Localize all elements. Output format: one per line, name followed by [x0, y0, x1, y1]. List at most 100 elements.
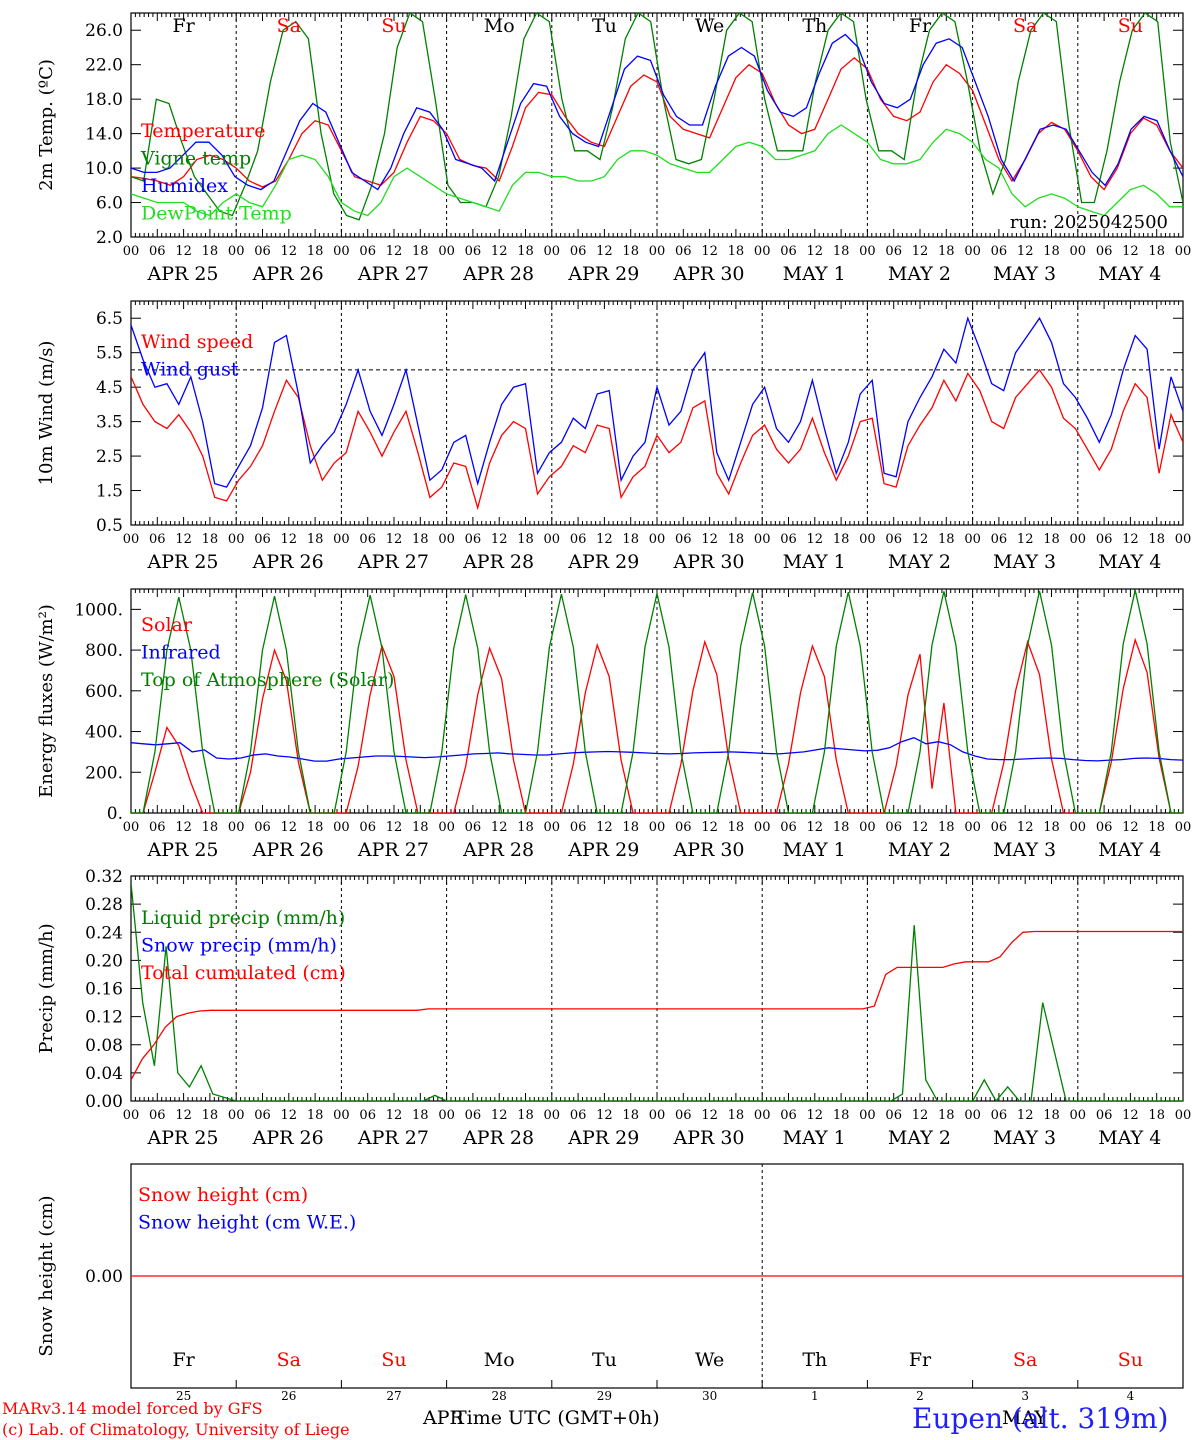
hour-tick-label: 00 — [544, 244, 561, 259]
hour-tick-label: 00 — [649, 1108, 666, 1123]
hour-tick-label: 18 — [938, 820, 955, 835]
wind-panel: 00 06 12 18 APR 25 00 06 12 18 APR 26 00 06 12 18 APR … — [36, 300, 1192, 573]
hour-tick-label: 00 — [1175, 1108, 1192, 1123]
hour-tick-label: 06 — [254, 244, 271, 259]
date-label: MAY 4 — [1098, 1127, 1161, 1149]
day-name-label: Sa — [1013, 15, 1037, 37]
legend-entry: Solar — [141, 614, 193, 636]
hour-tick-label: 00 — [228, 244, 245, 259]
hour-tick-label: 00 — [228, 1108, 245, 1123]
hour-tick-label: 06 — [359, 532, 376, 547]
hour-tick-label: 00 — [964, 820, 981, 835]
y-tick-label: 2.0 — [96, 228, 123, 248]
hour-tick-label: 12 — [281, 820, 298, 835]
hour-tick-label: 06 — [885, 820, 902, 835]
hour-tick-label: 00 — [964, 532, 981, 547]
hour-tick-label: 06 — [675, 820, 692, 835]
day-number-label: 27 — [386, 1389, 401, 1403]
hour-tick-label: 18 — [517, 820, 534, 835]
hour-tick-label: 06 — [780, 820, 797, 835]
hour-tick-label: 12 — [281, 1108, 298, 1123]
hour-tick-label: 12 — [701, 244, 718, 259]
hour-tick-label: 00 — [649, 820, 666, 835]
date-label: MAY 3 — [993, 551, 1056, 573]
hour-tick-label: 12 — [281, 532, 298, 547]
hour-tick-label: 18 — [1148, 1108, 1165, 1123]
hour-tick-label: 12 — [281, 244, 298, 259]
day-name-label: Th — [802, 1349, 827, 1371]
hour-tick-label: 18 — [1148, 820, 1165, 835]
hour-tick-label: 12 — [491, 1108, 508, 1123]
hour-tick-label: 18 — [202, 820, 219, 835]
hour-tick-label: 00 — [859, 532, 876, 547]
y-tick-label: 0.08 — [85, 1036, 123, 1056]
month-label-apr: APR — [422, 1407, 465, 1429]
date-label: APR 28 — [462, 839, 534, 861]
legend-entry: DewPoint Temp — [141, 203, 292, 225]
y-tick-label: 14.0 — [85, 125, 123, 145]
day-name-label: Fr — [172, 15, 195, 37]
date-label: MAY 4 — [1098, 263, 1161, 285]
hour-tick-label: 00 — [754, 1108, 771, 1123]
date-label: APR 28 — [462, 1127, 534, 1149]
day-name-label: Sa — [277, 15, 301, 37]
hour-tick-label: 18 — [1148, 244, 1165, 259]
day-number-label: 29 — [597, 1389, 612, 1403]
day-name-label: Fr — [909, 1349, 932, 1371]
hour-tick-label: 00 — [544, 820, 561, 835]
date-label: MAY 2 — [888, 839, 951, 861]
hour-tick-label: 00 — [964, 1108, 981, 1123]
temp-series-temperature — [131, 56, 1183, 191]
hour-tick-label: 12 — [1017, 532, 1034, 547]
hour-tick-label: 00 — [1175, 532, 1192, 547]
hour-tick-label: 18 — [517, 532, 534, 547]
day-name-label: Su — [381, 15, 406, 37]
hour-tick-label: 12 — [491, 532, 508, 547]
precip-y-axis-label: Precip (mm/h) — [36, 923, 57, 1053]
hour-tick-label: 12 — [175, 244, 192, 259]
date-label: MAY 4 — [1098, 839, 1161, 861]
hour-tick-label: 00 — [123, 820, 140, 835]
hour-tick-label: 00 — [964, 244, 981, 259]
precip-series-total-cumulated-cm- — [131, 930, 1183, 1081]
date-label: APR 29 — [567, 263, 639, 285]
hour-tick-label: 12 — [386, 1108, 403, 1123]
date-label: APR 25 — [146, 1127, 218, 1149]
hour-tick-label: 06 — [465, 532, 482, 547]
lab-credit: (c) Lab. of Climatology, University of L… — [2, 1420, 350, 1439]
hour-tick-label: 12 — [491, 820, 508, 835]
hour-tick-label: 18 — [412, 244, 429, 259]
temp-series-humidex — [131, 33, 1183, 191]
hour-tick-label: 12 — [175, 820, 192, 835]
y-tick-label: 6.5 — [96, 309, 123, 329]
date-label: MAY 2 — [888, 1127, 951, 1149]
hour-tick-label: 00 — [228, 820, 245, 835]
station-title: Eupen (alt. 319m) — [912, 1402, 1168, 1435]
hour-tick-label: 06 — [149, 1108, 166, 1123]
date-label: APR 25 — [146, 551, 218, 573]
legend-entry: Total cumulated (cm) — [141, 962, 346, 984]
hour-tick-label: 18 — [307, 820, 324, 835]
y-tick-label: 0.5 — [96, 516, 123, 536]
hour-tick-label: 12 — [175, 1108, 192, 1123]
legend-entry: Temperature — [141, 120, 265, 142]
legend-entry: Wind gust — [141, 359, 239, 381]
day-number-label: 4 — [1127, 1389, 1135, 1403]
day-name-label: Fr — [172, 1349, 195, 1371]
hour-tick-label: 18 — [517, 1108, 534, 1123]
hour-tick-label: 18 — [622, 820, 639, 835]
hour-tick-label: 18 — [1043, 1108, 1060, 1123]
hour-tick-label: 06 — [780, 244, 797, 259]
y-tick-label: 18.0 — [85, 90, 123, 110]
hour-tick-label: 18 — [938, 244, 955, 259]
energy-series-infrared — [131, 736, 1183, 762]
hour-tick-label: 06 — [254, 820, 271, 835]
hour-tick-label: 06 — [149, 820, 166, 835]
day-name-label: Fr — [909, 15, 932, 37]
date-label: APR 26 — [252, 839, 324, 861]
hour-tick-label: 00 — [1070, 244, 1087, 259]
hour-tick-label: 00 — [544, 532, 561, 547]
hour-tick-label: 00 — [859, 1108, 876, 1123]
hour-tick-label: 12 — [807, 820, 824, 835]
hour-tick-label: 06 — [570, 532, 587, 547]
